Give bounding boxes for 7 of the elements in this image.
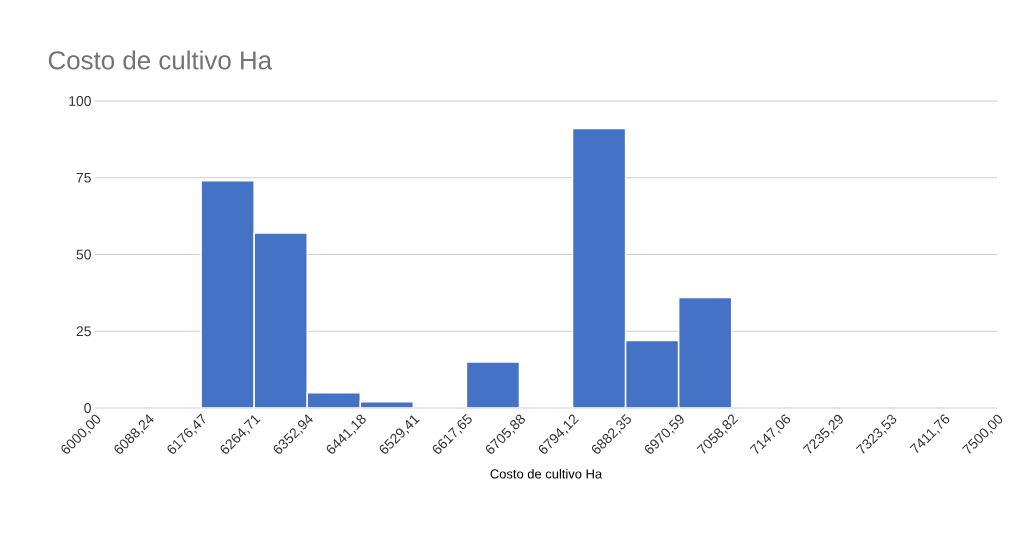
- y-tick-label: 100: [69, 96, 91, 106]
- x-axis-title: Costo de cultivo Ha: [490, 468, 603, 479]
- y-tick-label: 50: [76, 249, 91, 260]
- y-tick-label: 0: [84, 403, 91, 413]
- chart-title: Costo de cultivo Ha: [48, 50, 273, 70]
- y-tick-label: 25: [76, 326, 91, 337]
- y-tick-label: 75: [76, 172, 91, 183]
